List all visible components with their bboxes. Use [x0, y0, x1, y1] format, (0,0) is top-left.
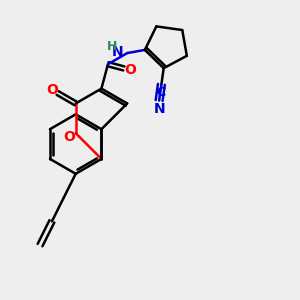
Text: O: O	[46, 83, 58, 97]
Text: H: H	[106, 40, 117, 53]
Text: N: N	[112, 45, 124, 58]
Text: O: O	[124, 63, 136, 77]
Text: O: O	[63, 130, 75, 144]
Text: N: N	[153, 102, 165, 116]
Text: C: C	[157, 86, 166, 99]
